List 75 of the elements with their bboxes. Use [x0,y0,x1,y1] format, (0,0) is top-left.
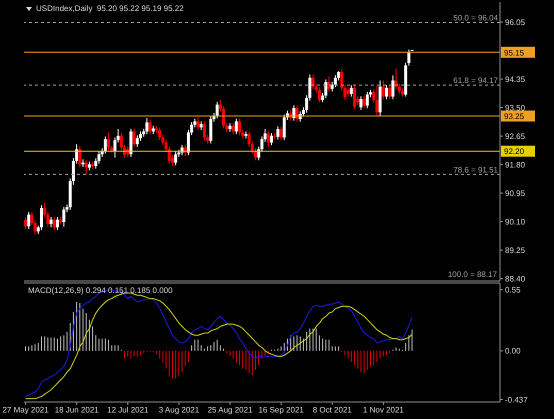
y-tick-label: 0.00 [505,346,522,356]
candlestick [238,118,242,136]
candlestick [296,104,299,122]
candlestick [375,85,378,116]
candlestick [174,151,178,166]
x-tick-label: 8 Oct 2021 [312,406,352,415]
candlestick [324,78,328,99]
candlestick [350,84,353,98]
candlestick [353,84,356,110]
candlestick [346,86,350,98]
ref-line-label: 93.25 [504,112,525,122]
ref-line-label: 92.20 [504,147,525,156]
candlestick [327,76,330,92]
y-tick-label: 93.50 [505,103,526,112]
annotation: 100.0 = 88.17 [448,270,497,279]
candlestick [209,116,212,144]
y-tick-label: -0.437 [505,395,528,404]
ref-line-label: 50.0 = 96.04 [453,13,499,22]
candlestick [280,126,283,141]
candlestick [145,118,148,135]
candlestick [24,216,27,230]
candlestick [97,151,100,164]
candlestick [158,126,162,141]
chart-title: USDIndex,Daily 95.20 95.22 95.19 95.22 [36,4,184,13]
candlestick [388,84,392,100]
candlestick [318,86,321,103]
candlestick [366,91,369,109]
y-tick-label: 94.35 [505,74,526,84]
candlestick [266,130,270,148]
y-tick-label: 90.10 [505,217,526,226]
candlestick [362,96,366,109]
candlestick [148,119,152,135]
candlestick [129,128,132,158]
x-tick-label: 27 May 2021 [2,406,50,415]
candlestick [136,134,139,148]
candlestick [107,132,110,151]
x-tick-label: 1 Nov 2021 [362,406,404,415]
y-tick-label: 89.25 [505,246,526,255]
x-tick-label: 12 Jul 2021 [107,406,150,415]
candlestick [234,118,238,135]
candlestick [391,74,394,100]
y-tick-label: 91.80 [505,160,526,170]
ref-line-label: 78.6 = 91.51 [453,165,499,174]
candlestick [202,120,206,141]
candlestick [359,96,362,110]
candlestick [62,206,66,228]
x-tick-label: 16 Sep 2021 [258,406,304,415]
y-tick-label: 96.05 [505,18,526,27]
candlestick [196,116,200,131]
y-tick-label: 90.95 [505,188,526,198]
candlestick [52,216,56,231]
candlestick [334,74,337,88]
candlestick [84,159,88,175]
candlestick [40,204,43,231]
candlestick [382,80,385,100]
y-tick-label: 88.40 [505,274,526,284]
x-tick-label: 3 Aug 2021 [158,406,200,415]
candlestick [384,84,388,100]
ref-line-label: 61.8 = 94.17 [453,76,499,86]
y-tick-label: 0.55 [505,286,522,295]
candlestick [282,114,286,141]
x-tick-label: 25 Aug 2021 [208,406,254,415]
ref-line-label: 95.15 [504,48,525,58]
candlestick [27,211,30,230]
candlestick [216,101,219,119]
candlestick [232,122,235,135]
candlestick [56,216,59,231]
candlestick [270,132,273,146]
candlestick [50,216,53,228]
candlestick [78,146,82,168]
x-tick-label: 18 Jun 2021 [54,406,100,415]
y-tick-label: 92.65 [505,132,526,141]
candlestick [104,136,107,154]
candlestick [132,128,136,148]
candlestick [276,126,280,140]
